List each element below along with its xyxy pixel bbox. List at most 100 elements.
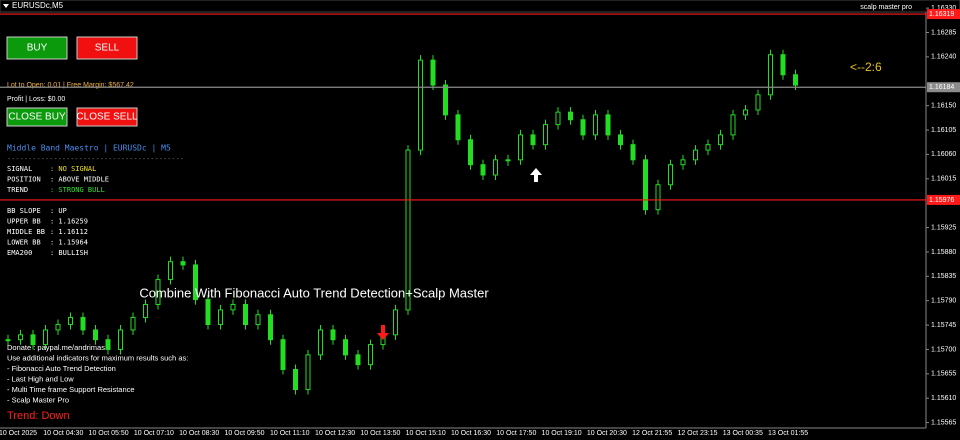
candle [693,149,698,161]
candle [43,329,48,346]
row-value: : NO SIGNAL [50,165,96,173]
candle [730,114,736,136]
x-tick-label: 10 Oct 11:10 [270,430,310,437]
menu-arrow[interactable] [3,4,9,8]
sell-button[interactable] [76,36,138,60]
candle [630,144,636,161]
candle [680,159,686,166]
x-tick-label: 13 Oct 00:35 [723,430,763,437]
candle [30,334,36,346]
candle [718,134,723,146]
ratio: <--2:6 [850,60,882,74]
candle [205,299,211,326]
candle [643,159,648,211]
candle [355,354,361,366]
x-tick-label: 10 Oct 20:30 [587,430,627,437]
candle [443,84,448,116]
y-tick-label: 1.16015 [931,176,956,183]
y-tick-label: 1.15655 [931,371,956,378]
sell-label[interactable]: SELL [95,43,120,54]
candle [743,109,748,116]
x-tick-label: 10 Oct 16:30 [451,430,491,437]
promo-line: - Fibonacci Auto Trend Detection [7,364,116,373]
x-tick-label: 10 Oct 17:50 [496,430,536,437]
promo-line: - Last High and Low [7,374,74,383]
candle [93,329,98,341]
close-buy-label[interactable]: CLOSE BUY [8,112,66,123]
candle [155,279,161,305]
y-tick-label: 1.15700 [931,346,956,353]
x-tick-label: 10 Oct 04:30 [43,430,83,437]
buy-arrow [530,168,542,182]
candle [405,149,411,311]
promo-line: Donate : paypal.me/andrimas [7,343,105,352]
band-value: : 1.16259 [50,218,88,226]
x-tick-label: 10 Oct 09:50 [224,430,264,437]
candle [180,261,186,266]
band-key: UPPER BB [7,218,41,226]
band-key: EMA200 [7,249,32,257]
price-level-label: 1.15976 [929,197,954,204]
candle [218,309,223,326]
row-value: : STRONG BULL [50,186,105,194]
x-tick-label: 10 Oct 13:50 [360,430,400,437]
candle [543,124,548,146]
price-level-box [927,194,960,205]
y-tick-label: 1.16105 [931,127,956,134]
promo-line: - Multi Time frame Support Resistance [7,385,135,394]
x-tick-label: 10 Oct 05:50 [89,430,129,437]
candle [18,334,23,341]
x-tick-label: 10 Oct 07:10 [134,430,174,437]
price-level-label: 1.16319 [929,11,954,18]
row-value: : ABOVE MIDDLE [50,176,109,184]
candle [305,354,311,391]
candle [118,329,123,350]
y-tick-label: 1.15880 [931,249,956,256]
candle [518,134,523,161]
profit-loss: Profit | Loss: $0.00 [7,96,65,103]
candle [593,114,598,136]
band-value: : UP [50,207,67,215]
buy-button[interactable] [6,36,68,60]
y-tick-label: 1.15610 [931,395,956,402]
row-key: POSITION [7,176,41,184]
x-tick-label: 10 Oct 2025 [0,430,37,437]
row-key: SIGNAL [7,165,32,173]
x-tick-label: 12 Oct 21:55 [632,430,672,437]
band-value: : 1.16112 [50,228,88,236]
close-buy-button[interactable] [6,107,68,127]
candle [55,324,61,331]
panel-title: Middle Band Maestro | EURUSDc | M5 [7,144,171,153]
candle [193,264,198,301]
buy-label[interactable]: BUY [27,43,48,54]
candle [455,114,461,141]
candle [755,94,761,111]
band-key: MIDDLE BB [7,228,45,236]
y-tick-label: 1.15565 [931,419,956,426]
window-bar [0,0,960,13]
close-sell-button[interactable] [76,107,138,127]
candle [605,114,611,136]
candle [468,139,473,166]
indicator-name: scalp master pro [860,4,912,11]
y-tick-label: 1.15790 [931,298,956,305]
y-tick-label: 1.16060 [931,151,956,158]
y-tick-label: 1.16240 [931,54,956,61]
price-level-box [927,9,960,20]
promo-headline: Combine With Fibonacci Auto Trend Detect… [139,285,489,300]
band-value: : 1.15964 [50,239,88,247]
close-sell-label[interactable]: CLOSE SELL [76,112,138,123]
candle [418,59,423,151]
candle [655,184,661,211]
y-tick-label: 1.16330 [931,5,956,12]
x-tick-label: 10 Oct 12:30 [315,430,355,437]
y-tick-label: 1.15925 [931,224,956,231]
candle [430,59,436,86]
panel-rows: SIGNAL: NO SIGNAL POSITION: ABOVE MIDDLE T… [7,165,109,257]
sell-arrow [377,325,389,340]
candle [480,164,486,176]
candle [293,368,298,391]
candle [530,134,536,146]
